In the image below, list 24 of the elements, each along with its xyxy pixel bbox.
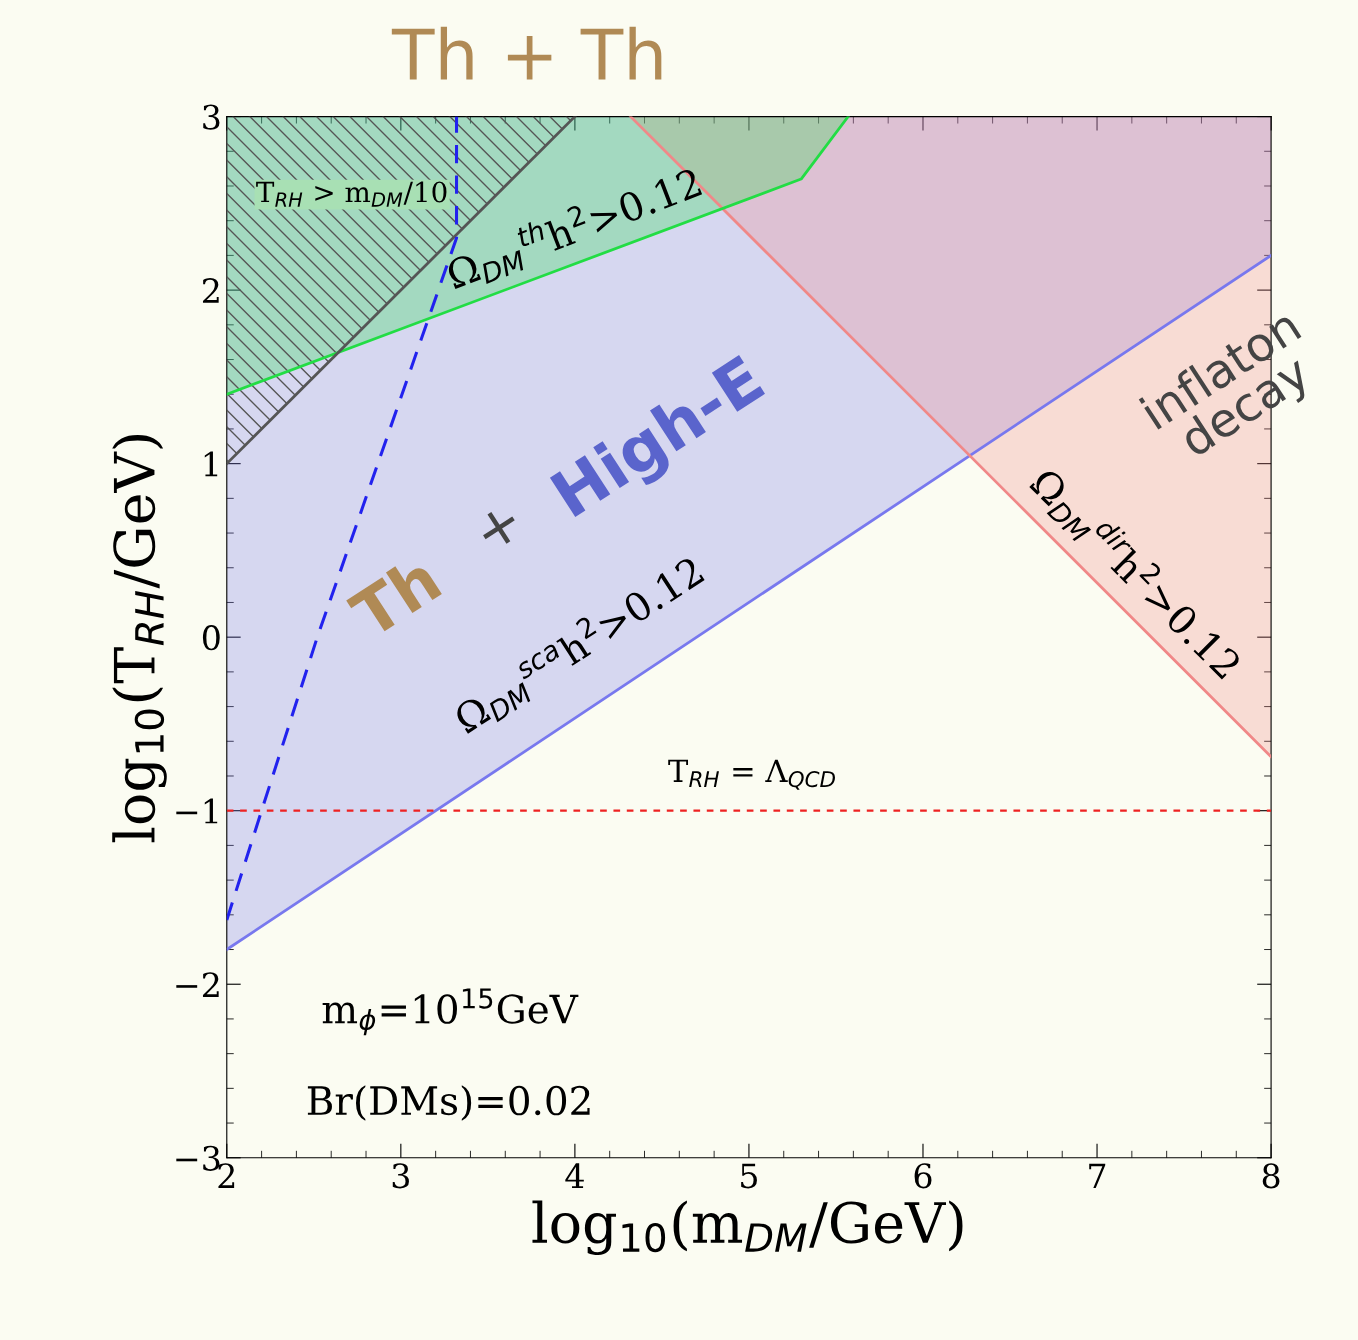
annotation: Ω$_{DM}$$^{dir}$h$^{2}$>0.12: [1024, 461, 1248, 685]
annotation: +: [474, 503, 523, 552]
annotation: Ω$_{DM}$$^{sca}$h$^{2}$>0.12: [448, 550, 709, 740]
x-tick-label: 4: [565, 1163, 584, 1188]
y-tick-label: −2: [176, 972, 219, 997]
y-tick-label: −1: [176, 798, 218, 824]
y-axis-title: log$_{10}$(T$_{RH}$/GeV): [112, 435, 167, 843]
x-tick-label: 3: [392, 1163, 409, 1189]
x-axis-title: log$_{10}$(m$_{DM}$/GeV): [532, 1200, 963, 1255]
y-tick-label: 2: [202, 278, 219, 303]
y-tick-label: 3: [203, 104, 220, 130]
y-tick-label: 0: [202, 625, 220, 651]
annotation: m$_{ϕ}$=10$^{15}$GeV: [322, 988, 579, 1036]
chart-title: Th + Th: [391, 26, 662, 80]
annotation: T$_{RH}$ > m$_{DM}$/10: [256, 181, 447, 207]
x-tick-label: 6: [914, 1163, 932, 1189]
x-tick-label: 5: [741, 1163, 757, 1189]
ref-line-label: T$_{RH}$ = Λ$_{QCD}$: [668, 759, 835, 790]
annotation: Br(DMs)=0.02: [307, 1085, 590, 1121]
x-tick-label: 7: [1089, 1163, 1106, 1188]
y-tick-label: 1: [204, 451, 218, 477]
x-tick-label: 8: [1262, 1163, 1280, 1189]
annotation: Th: [345, 553, 442, 640]
y-tick-label: −3: [176, 1145, 220, 1171]
